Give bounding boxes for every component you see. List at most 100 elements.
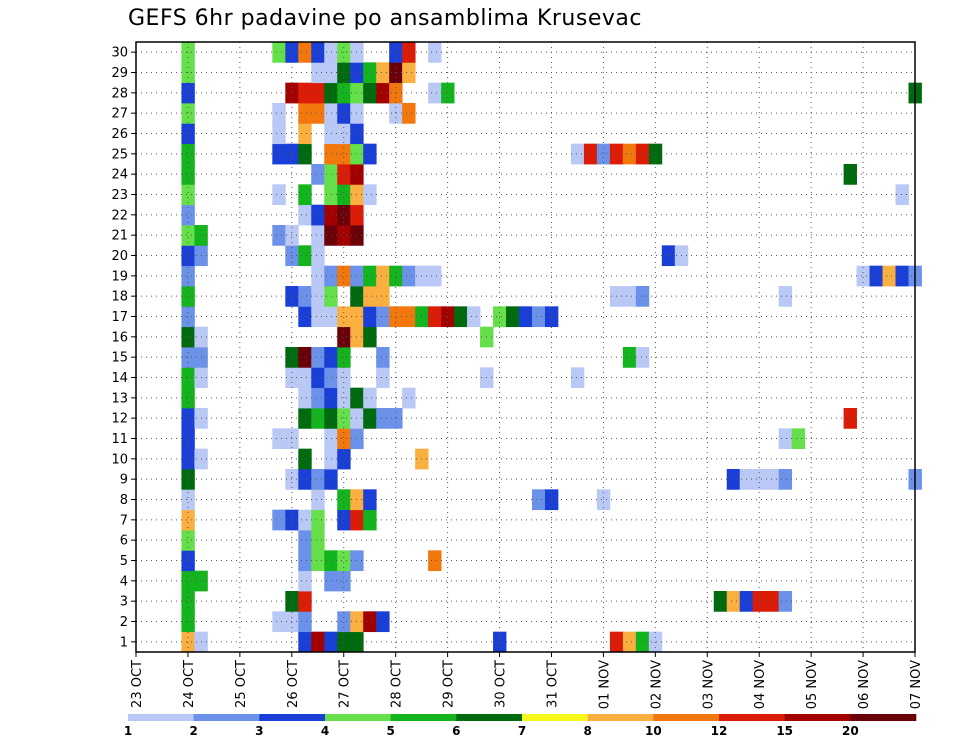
heatmap-cell: [441, 306, 455, 328]
heatmap-cell: [402, 306, 416, 328]
heatmap-cell: [765, 469, 780, 490]
heatmap-cell: [337, 408, 351, 429]
heatmap-cell: [635, 143, 650, 165]
heatmap-cell: [337, 306, 351, 328]
y-tick-label: 28: [111, 86, 128, 101]
heatmap-cell: [726, 591, 741, 612]
heatmap-cell: [324, 631, 338, 653]
heatmap-cell: [324, 204, 338, 226]
heatmap-cell: [311, 631, 325, 653]
heatmap-cell: [272, 123, 286, 145]
heatmap-cell: [454, 306, 468, 328]
heatmap-cell: [324, 347, 338, 368]
colorbar-swatch: [850, 714, 917, 721]
heatmap-cell: [622, 347, 637, 368]
y-tick-label: 22: [111, 208, 128, 223]
heatmap-cell: [882, 265, 896, 287]
heatmap-cell: [337, 509, 351, 531]
x-tick-label: 24 OCT: [182, 660, 197, 708]
colorbar-label: 20: [842, 724, 859, 738]
heatmap-cell: [648, 143, 663, 165]
heatmap-cell: [337, 164, 351, 185]
heatmap-cell: [298, 387, 312, 409]
heatmap-cell: [181, 448, 195, 470]
heatmap-cell: [856, 265, 870, 287]
colorbar-label: 7: [518, 724, 526, 738]
y-tick-label: 6: [120, 534, 128, 549]
x-tick-label: 01 NOV: [597, 660, 612, 709]
heatmap-cell: [376, 367, 390, 389]
colorbar-label: 1: [124, 724, 132, 738]
heatmap-cell: [570, 367, 585, 389]
heatmap-cell: [363, 62, 377, 84]
heatmap-cell: [311, 367, 325, 389]
colorbar-label: 6: [452, 724, 460, 738]
heatmap-cell: [337, 143, 351, 165]
colorbar-label: 5: [386, 724, 394, 738]
heatmap-cell: [181, 143, 195, 165]
heatmap-cell: [324, 306, 338, 328]
heatmap-cell: [895, 265, 909, 287]
heatmap-cell: [181, 103, 195, 124]
heatmap-cell: [324, 42, 338, 63]
heatmap-cell: [519, 306, 533, 328]
heatmap-cell: [181, 611, 195, 633]
heatmap-cell: [843, 408, 857, 429]
colorbar-swatch: [653, 714, 720, 721]
heatmap-cell: [428, 42, 442, 63]
heatmap-cell: [324, 62, 338, 84]
grid-lines: [136, 42, 915, 652]
heatmap-cell: [181, 428, 195, 450]
heatmap-cell: [337, 611, 351, 633]
heatmap-cell: [713, 591, 728, 612]
heatmap-cell: [363, 387, 377, 409]
x-tick-label: 27 OCT: [338, 660, 353, 708]
x-tick-label: 23 OCT: [130, 660, 145, 708]
y-tick-label: 18: [111, 290, 128, 305]
heatmap-cell: [311, 408, 325, 429]
heatmap-cell: [272, 428, 286, 450]
heatmap-cell: [181, 469, 195, 490]
heatmap-cell: [389, 82, 403, 104]
heatmap-cell: [181, 489, 195, 511]
heatmap-cell: [298, 469, 312, 490]
heatmap-cell: [311, 469, 325, 490]
heatmap-cell: [324, 143, 338, 165]
heatmap-cell: [389, 306, 403, 328]
heatmap-cell: [181, 245, 195, 267]
heatmap-cell: [843, 164, 857, 185]
y-tick-label: 14: [111, 371, 128, 386]
heatmap-cell: [298, 408, 312, 429]
heatmap-cell: [661, 245, 676, 267]
heatmap-cell: [531, 489, 546, 511]
colorbar-swatch: [128, 714, 194, 721]
y-tick-label: 25: [111, 147, 128, 162]
heatmap-cell: [337, 103, 351, 124]
heatmap-cell: [181, 408, 195, 429]
heatmap-cell: [337, 82, 351, 104]
heatmap-cell: [272, 611, 286, 633]
heatmap-cell: [311, 387, 325, 409]
heatmap-cell: [363, 286, 377, 307]
heatmap-cell: [311, 245, 325, 267]
y-tick-label: 21: [111, 229, 128, 244]
heatmap-cell: [726, 469, 741, 490]
heatmap-cell: [337, 184, 351, 206]
heatmap-cell: [181, 570, 195, 592]
heatmap-cell: [311, 286, 325, 307]
colorbar-swatch: [522, 714, 588, 721]
heatmap-cell: [895, 184, 909, 206]
heatmap-cell: [402, 265, 416, 287]
colorbar-label: 2: [189, 724, 197, 738]
heatmap-cell: [181, 204, 195, 226]
heatmap-cell: [298, 570, 312, 592]
heatmap-cell: [181, 184, 195, 206]
heatmap-cell: [298, 367, 312, 389]
x-tick-label: 29 OCT: [442, 660, 457, 708]
colorbar-swatch: [259, 714, 326, 721]
heatmap-cell: [376, 347, 390, 368]
x-tick-label: 07 NOV: [909, 660, 924, 709]
x-tick-label: 28 OCT: [390, 660, 405, 708]
x-tick-label: 02 NOV: [649, 660, 664, 709]
heatmap-cell: [311, 82, 325, 104]
